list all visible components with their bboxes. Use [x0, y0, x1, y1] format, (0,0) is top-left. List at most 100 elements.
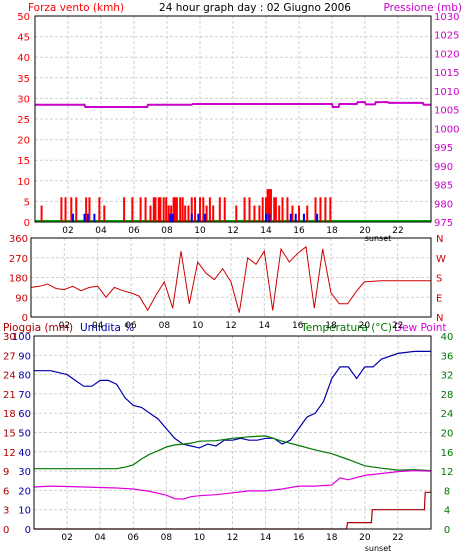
temp-tick-4: 4	[444, 506, 450, 517]
wind-bar	[265, 197, 267, 222]
gust-bar	[294, 213, 297, 222]
pressure-tick-985: 985	[434, 181, 453, 192]
wind-bar	[162, 197, 165, 222]
panel-3-x-tick-18: 18	[326, 533, 338, 543]
temp-tick-32: 32	[441, 371, 454, 382]
direction-line	[30, 245, 431, 313]
wind-bar	[144, 197, 147, 222]
wind-bar	[223, 197, 226, 222]
gust-bar	[83, 213, 86, 222]
direction-tick-90: 90	[15, 293, 28, 304]
panel-1-x-tick-02: 02	[62, 226, 73, 236]
wind-bar	[266, 189, 269, 222]
panel-1-frame	[34, 15, 432, 223]
wind-bar	[131, 197, 134, 222]
wind-bar	[88, 197, 91, 222]
wind-tick-25: 25	[17, 115, 30, 126]
humidity-tick-10: 10	[18, 506, 31, 517]
dewpoint-line	[33, 469, 432, 500]
wind-bar	[278, 205, 281, 222]
humidity-tick-20: 20	[18, 486, 31, 497]
panel-2-x-tick-20: 20	[359, 321, 371, 331]
panel-2-x-tick-22: 22	[392, 321, 403, 331]
gust-bar	[197, 213, 200, 222]
wind-bar	[187, 205, 190, 222]
wind-bar	[235, 205, 238, 222]
data-layer	[30, 101, 432, 530]
direction-tick-0: 0	[22, 313, 28, 324]
panel-2-x-tick-04: 04	[92, 321, 104, 331]
wind-bar	[248, 197, 251, 222]
humidity-tick-70: 70	[18, 390, 31, 401]
wind-bar	[291, 205, 294, 222]
panel-2-x-tick-16: 16	[292, 321, 304, 331]
wind-tick-15: 15	[17, 156, 30, 167]
wind-bar	[98, 197, 101, 222]
wind-bar	[324, 197, 327, 222]
pressure-tick-995: 995	[434, 143, 453, 154]
pressure-tick-975: 975	[434, 218, 453, 229]
panel-frames	[30, 15, 432, 530]
wind-bar	[179, 197, 182, 222]
wind-bar	[218, 197, 221, 222]
wind-bar	[159, 197, 162, 222]
wind-bar	[40, 205, 43, 222]
gust-bar	[169, 213, 172, 222]
wind-bar	[175, 197, 178, 222]
panel-1-x-tick-06: 06	[128, 226, 140, 236]
panel-3-x-tick-14: 14	[260, 533, 272, 543]
gust-bar	[93, 213, 96, 222]
wind-bar	[329, 197, 332, 222]
humidity-tick-90: 90	[18, 351, 31, 362]
temp-tick-12: 12	[441, 467, 454, 478]
gust-bar	[71, 213, 74, 222]
panel-3-frame	[33, 335, 432, 530]
panel-3-x-tick-22: 22	[392, 533, 403, 543]
pressure-axis-title: Pressione (mb)	[383, 2, 462, 14]
pressure-tick-1025: 1025	[434, 31, 459, 42]
pressure-tick-1015: 1015	[434, 68, 459, 79]
gust-bar	[171, 213, 174, 222]
gust-bar	[268, 213, 271, 222]
panel-1-x-tick-14: 14	[260, 226, 272, 236]
compass-tick-N: N	[436, 313, 443, 324]
wind-bar	[154, 197, 157, 222]
direction-tick-360: 360	[9, 234, 28, 245]
wind-bar	[75, 197, 78, 222]
panel-3-x-tick-08: 08	[161, 533, 173, 543]
panel-1-x-tick-22: 22	[392, 226, 403, 236]
compass-tick-W: W	[436, 254, 446, 265]
wind-bar	[139, 197, 142, 222]
wind-bar	[243, 197, 246, 222]
wind-bar	[172, 197, 175, 222]
wind-bar	[165, 197, 168, 222]
humidity-tick-0: 0	[25, 525, 31, 536]
panel-3-x-tick-10: 10	[194, 533, 206, 543]
wind-tick-0: 0	[24, 218, 30, 229]
wind-bar	[268, 189, 271, 222]
sunset-label-direction: sunset	[365, 234, 392, 243]
pressure-tick-1005: 1005	[434, 106, 459, 117]
temp-tick-36: 36	[441, 351, 454, 362]
wind-bar	[152, 197, 155, 222]
rain-axis-title: Pioggia (mm)	[3, 322, 73, 334]
wind-tick-5: 5	[24, 197, 30, 208]
humidity-tick-80: 80	[18, 371, 31, 382]
wind-bar	[157, 197, 160, 222]
temp-tick-8: 8	[444, 486, 450, 497]
temp-tick-24: 24	[441, 409, 454, 420]
direction-tick-180: 180	[9, 274, 28, 285]
dewpoint-axis-title: Dew Point	[394, 322, 447, 334]
pressure-tick-1010: 1010	[434, 87, 459, 98]
wind-bar	[149, 205, 152, 222]
panel-3-x-tick-20: 20	[359, 533, 371, 543]
temperature-line	[34, 435, 432, 472]
rain-tick-27: 27	[3, 351, 16, 362]
compass-tick-S: S	[436, 274, 442, 285]
panel-2-x-tick-18: 18	[325, 321, 337, 331]
gust-bar	[190, 213, 193, 222]
wind-bar	[319, 197, 322, 222]
gust-bar	[86, 213, 89, 222]
